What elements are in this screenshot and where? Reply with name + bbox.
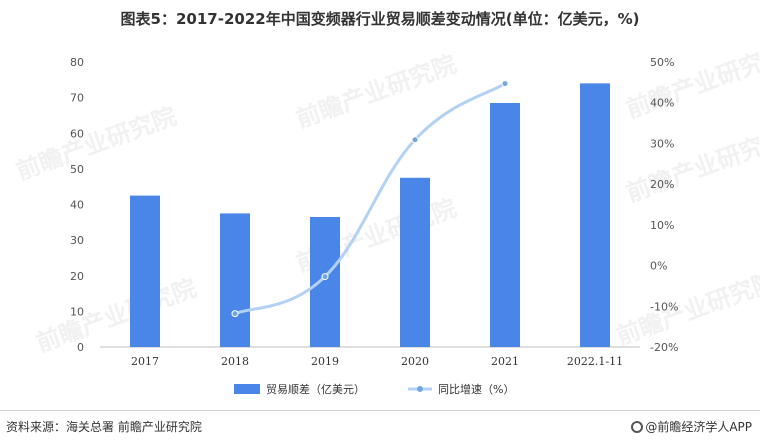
y-left-tick-label: 20 bbox=[70, 270, 84, 283]
brand-credit: @前瞻经济学人APP bbox=[631, 418, 752, 435]
bar bbox=[130, 195, 160, 347]
x-tick-label: 2021 bbox=[491, 355, 519, 368]
x-tick-label: 2022.1-11 bbox=[567, 355, 623, 368]
watermark-text: 前瞻产业研究院 bbox=[12, 102, 179, 186]
growth-point bbox=[231, 310, 239, 318]
y-right-tick-label: -20% bbox=[650, 341, 678, 354]
y-right-tick-label: 20% bbox=[650, 178, 674, 191]
x-tick-label: 2019 bbox=[311, 355, 339, 368]
watermark-text: 前瞻产业研究院 bbox=[622, 124, 760, 208]
y-left-tick-label: 70 bbox=[70, 92, 84, 105]
y-left-tick-label: 50 bbox=[70, 163, 84, 176]
y-right-tick-label: 50% bbox=[650, 56, 674, 69]
y-left-tick-label: 10 bbox=[70, 305, 84, 318]
growth-line bbox=[234, 82, 506, 316]
bar bbox=[310, 216, 340, 347]
bar bbox=[400, 177, 430, 347]
legend-line-label: 同比增速（%） bbox=[438, 382, 514, 396]
y-right-tick-label: 0% bbox=[650, 260, 667, 273]
bar bbox=[580, 83, 610, 347]
y-left-tick-label: 80 bbox=[70, 56, 84, 69]
legend-line-marker bbox=[417, 386, 423, 392]
brand-text: @前瞻经济学人APP bbox=[645, 420, 752, 434]
y-left-tick-label: 30 bbox=[70, 234, 84, 247]
bar bbox=[220, 213, 250, 347]
growth-point bbox=[411, 136, 419, 144]
legend-bar-swatch bbox=[234, 384, 260, 394]
chart-title: 图表5：2017-2022年中国变频器行业贸易顺差变动情况(单位：亿美元，%) bbox=[120, 10, 640, 28]
watermark-text: 前瞻产业研究院 bbox=[612, 267, 760, 351]
y-right-tick-label: 10% bbox=[650, 219, 674, 232]
watermark-text: 前瞻产业研究院 bbox=[32, 274, 199, 358]
bar bbox=[490, 102, 520, 347]
x-tick-label: 2018 bbox=[221, 355, 249, 368]
y-left-tick-label: 60 bbox=[70, 127, 84, 140]
source-note: 资料来源：海关总署 前瞻产业研究院 bbox=[6, 420, 202, 434]
footer-divider bbox=[0, 410, 760, 411]
y-left-tick-label: 40 bbox=[70, 199, 84, 212]
x-tick-label: 2017 bbox=[131, 355, 159, 368]
growth-point bbox=[321, 273, 329, 281]
y-right-tick-label: -10% bbox=[650, 300, 678, 313]
y-right-tick-label: 30% bbox=[650, 137, 674, 150]
x-tick-label: 2020 bbox=[401, 355, 429, 368]
watermark-text: 前瞻产业研究院 bbox=[622, 40, 760, 124]
y-left-tick-label: 0 bbox=[77, 341, 84, 354]
legend-bar-label: 贸易顺差（亿美元） bbox=[266, 382, 365, 396]
y-right-tick-label: 40% bbox=[650, 97, 674, 110]
growth-point bbox=[501, 80, 509, 88]
brand-logo-icon bbox=[631, 421, 644, 433]
